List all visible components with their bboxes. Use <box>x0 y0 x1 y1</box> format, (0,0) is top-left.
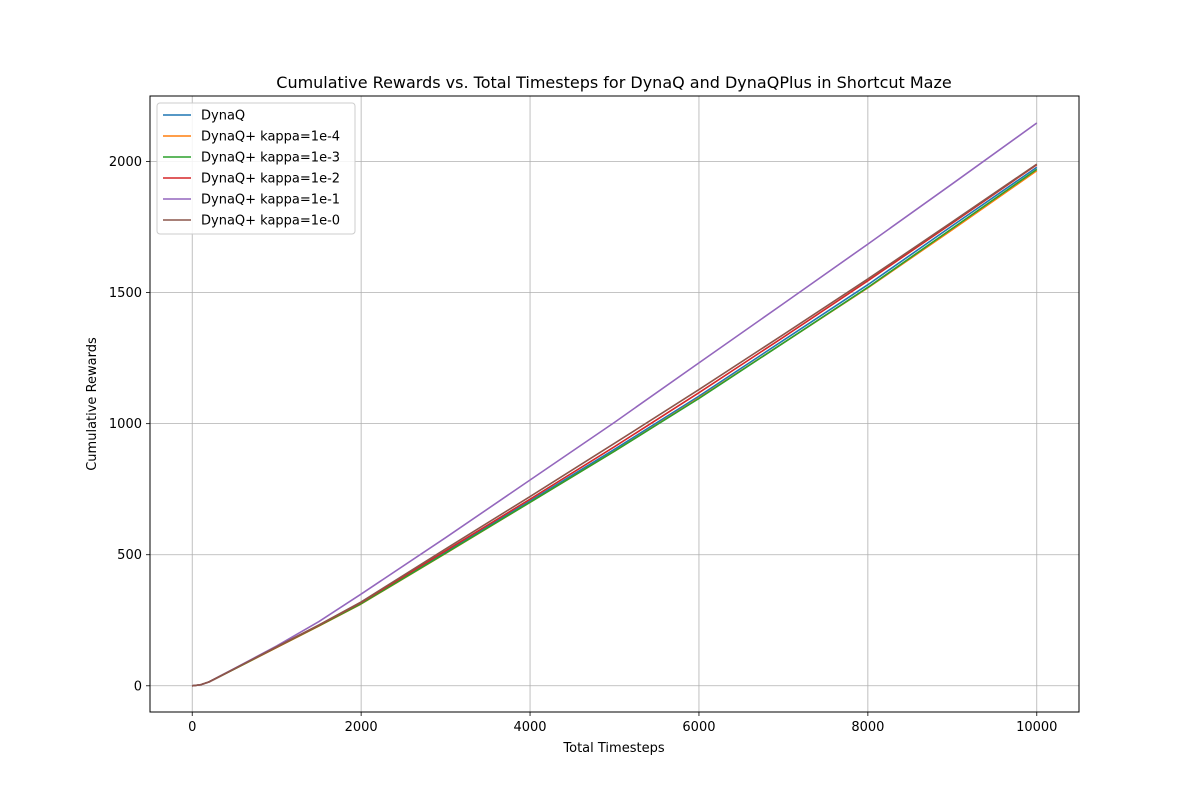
legend-label-0: DynaQ <box>201 109 245 124</box>
x-axis-label: Total Timesteps <box>562 741 664 756</box>
y-tick-label: 500 <box>117 548 142 563</box>
y-tick-label: 0 <box>134 679 142 694</box>
legend-label-2: DynaQ+ kappa=1e-3 <box>201 151 340 166</box>
legend-label-1: DynaQ+ kappa=1e-4 <box>201 130 340 145</box>
y-tick-label: 1500 <box>109 286 142 301</box>
legend-label-5: DynaQ+ kappa=1e-0 <box>201 214 340 229</box>
y-tick-label: 2000 <box>109 155 142 170</box>
legend-box <box>156 102 356 235</box>
y-tick-label: 1000 <box>109 417 142 432</box>
grid-lines <box>150 96 1079 712</box>
x-tick-label: 6000 <box>682 720 715 735</box>
chart-title: Cumulative Rewards vs. Total Timesteps f… <box>276 73 951 92</box>
x-axis-ticks: 0 2000 4000 6000 8000 10000 <box>188 712 1057 735</box>
plot-frame <box>149 95 1080 713</box>
y-axis-ticks: 0 500 1000 1500 2000 <box>109 155 150 694</box>
y-axis-label: Cumulative Rewards <box>85 337 100 471</box>
series-lines <box>192 122 1038 687</box>
legend-label-3: DynaQ+ kappa=1e-2 <box>201 172 340 187</box>
legend-label-4: DynaQ+ kappa=1e-1 <box>201 193 340 208</box>
legend: DynaQ DynaQ+ kappa=1e-4 DynaQ+ kappa=1e-3 D… <box>156 102 356 235</box>
x-tick-label: 10000 <box>1016 720 1057 735</box>
series-line-5 <box>192 163 1038 687</box>
x-tick-label: 2000 <box>345 720 378 735</box>
x-tick-label: 0 <box>188 720 196 735</box>
x-tick-label: 8000 <box>851 720 884 735</box>
x-tick-label: 4000 <box>513 720 546 735</box>
